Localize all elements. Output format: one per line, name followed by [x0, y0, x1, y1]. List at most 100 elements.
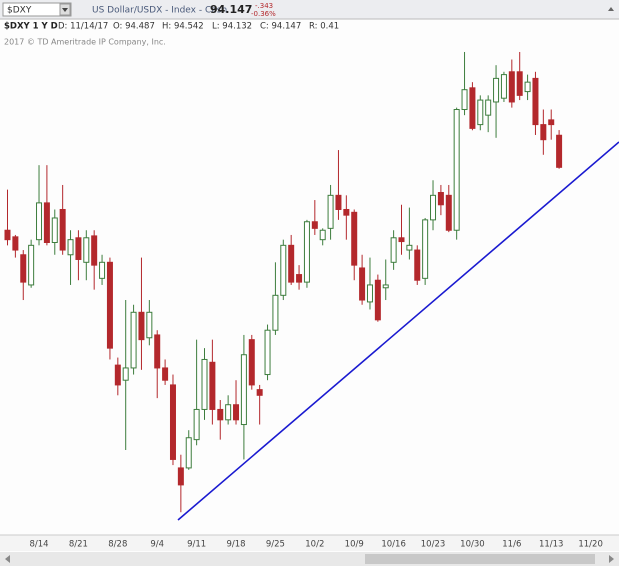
- candle-body: [390, 237, 397, 263]
- candle-body: [217, 408, 224, 421]
- ohlc-low: L: 94.132: [212, 22, 252, 32]
- candle-body: [382, 284, 389, 289]
- ohlc-range: R: 0.41: [309, 22, 339, 32]
- candle-body: [540, 124, 547, 141]
- candle-body: [516, 71, 523, 96]
- settings-icon: [608, 7, 614, 11]
- candle-body: [4, 229, 11, 241]
- last-price: 94.147: [210, 3, 252, 16]
- x-tick-label: 10/23: [421, 540, 446, 550]
- candle-body: [430, 194, 437, 221]
- candle-body: [91, 235, 98, 266]
- candle-body: [20, 254, 27, 283]
- ohlc-open: O: 94.487: [113, 22, 155, 32]
- candle-body: [240, 354, 247, 426]
- x-tick-label: 11/6: [502, 540, 521, 550]
- candle-body: [422, 219, 429, 279]
- x-tick-label: 9/4: [150, 540, 164, 550]
- candle-body: [67, 239, 74, 256]
- x-tick-label: 11/13: [539, 540, 564, 550]
- change: -.343: [255, 2, 273, 10]
- candle-body: [351, 211, 358, 266]
- candle-body: [12, 236, 19, 251]
- candle-body: [154, 334, 161, 369]
- x-axis-band: [0, 535, 619, 551]
- candle-body: [114, 364, 121, 386]
- candle-body: [75, 237, 82, 260]
- candle-body: [303, 221, 310, 283]
- x-tick-label: 8/28: [108, 540, 127, 550]
- ohlc-high: H: 94.542: [162, 22, 204, 32]
- candle-body: [453, 109, 460, 231]
- candle-body: [51, 217, 58, 244]
- x-tick-label: 8/14: [29, 540, 48, 550]
- candle-body: [264, 329, 271, 376]
- candle-body: [106, 261, 113, 349]
- candle-body: [343, 208, 350, 216]
- symbol-box[interactable]: [2, 2, 72, 17]
- candle-body: [366, 284, 373, 303]
- candle-body: [311, 221, 318, 229]
- candle-body: [414, 249, 421, 281]
- candle-body: [445, 194, 452, 231]
- candle-body: [556, 134, 563, 168]
- candle-body: [256, 389, 263, 396]
- candle-body: [477, 99, 484, 126]
- candle-body: [146, 311, 153, 339]
- candle-body: [524, 81, 531, 93]
- x-tick-label: 10/16: [381, 540, 406, 550]
- trend-line: [177, 141, 619, 521]
- candle-body: [469, 87, 476, 129]
- scroll-left[interactable]: [5, 555, 10, 563]
- candle-body: [193, 408, 200, 441]
- candle-body: [209, 361, 216, 410]
- candle-body: [162, 367, 169, 381]
- candle-body: [508, 71, 515, 103]
- candle-body: [532, 77, 539, 126]
- candle-body: [130, 311, 137, 369]
- candle-body: [327, 194, 334, 229]
- candle-body: [201, 358, 208, 410]
- x-tick-label: 9/11: [187, 540, 206, 550]
- x-tick-label: 10/30: [460, 540, 485, 550]
- candle-body: [185, 437, 192, 469]
- candle-body: [485, 99, 492, 116]
- candle-body: [359, 267, 366, 301]
- candle-body: [319, 229, 326, 241]
- candle-body: [280, 244, 287, 296]
- candle-body: [43, 202, 50, 244]
- ohlc-close: C: 94.147: [260, 22, 301, 32]
- candle-body: [138, 311, 145, 341]
- candle-body: [169, 384, 176, 460]
- candle-body: [493, 77, 500, 103]
- candle-body: [406, 244, 413, 251]
- ohlc-date: D: 11/14/17: [58, 22, 108, 32]
- candle-body: [272, 294, 279, 331]
- candle-body: [59, 208, 66, 251]
- scrollbar-thumb[interactable]: [365, 554, 595, 564]
- candle-body: [177, 467, 184, 486]
- candle-body: [296, 274, 303, 283]
- x-tick-label: 10/9: [345, 540, 364, 550]
- copyright: 2017 © TD Ameritrade IP Company, Inc.: [4, 38, 166, 47]
- x-tick-label: 8/21: [69, 540, 88, 550]
- dropdown-arrow: [62, 8, 68, 12]
- candle-body: [548, 119, 555, 126]
- candle-body: [83, 237, 90, 263]
- candle-body: [28, 244, 35, 286]
- candle-body: [248, 339, 255, 386]
- candle-body: [233, 404, 240, 421]
- candle-body: [437, 192, 444, 206]
- scroll-right[interactable]: [609, 555, 614, 563]
- toolbar: [0, 0, 619, 19]
- candle-body: [288, 244, 295, 283]
- candle-body: [122, 367, 129, 381]
- candle-body: [461, 89, 468, 111]
- candle-body: [36, 202, 43, 241]
- x-tick-label: 10/2: [305, 540, 324, 550]
- candle-body: [335, 194, 342, 210]
- candle-body: [500, 74, 507, 99]
- x-tick-label: 9/18: [226, 540, 245, 550]
